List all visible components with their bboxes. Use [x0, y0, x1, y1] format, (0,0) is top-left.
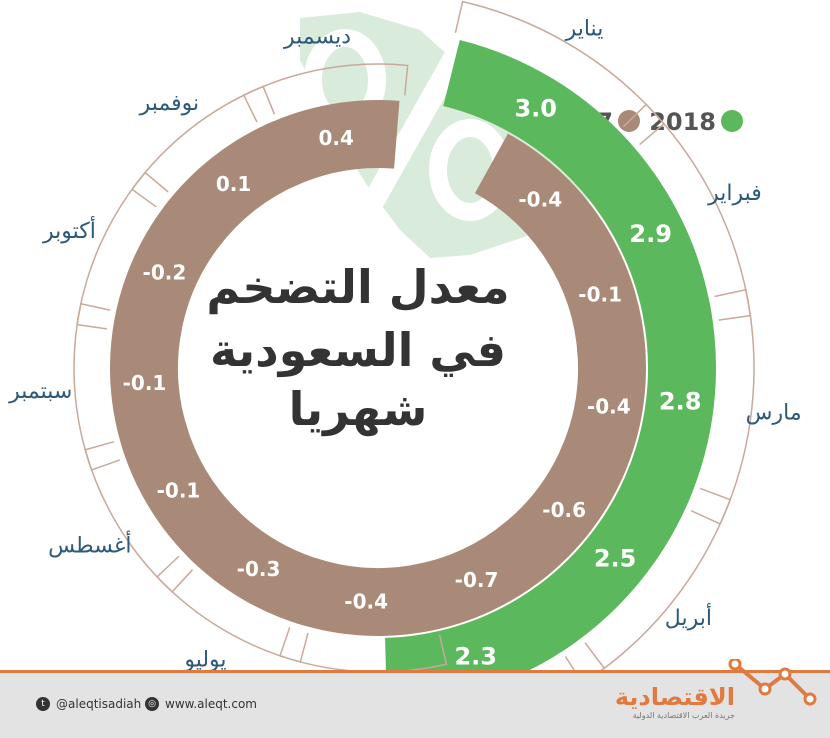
month-label-2018-3: أبريل [665, 603, 712, 631]
month-label-2017-8: سبتمبر [8, 379, 72, 404]
bar-segment-2018-3 [528, 466, 693, 649]
value-label-2018-3: 2.5 [594, 545, 637, 573]
brand-chart-icon [728, 659, 817, 706]
bar-segment-2017-6 [186, 507, 324, 626]
brand-tagline: جريدة العرب الاقتصادية الدولية [632, 711, 735, 720]
value-label-2017-8: -0.1 [123, 371, 167, 395]
value-label-2017-3: -0.6 [542, 498, 586, 522]
bar-segment-2017-0 [474, 133, 608, 265]
bar-segment-2018-1 [573, 135, 712, 326]
month-label-2017-11: ديسمبر [283, 24, 351, 49]
ring-segments [109, 40, 716, 670]
bar-segment-2017-9 [113, 199, 223, 337]
bar-segment-2017-11 [263, 100, 400, 188]
website-link[interactable]: ◎ www.aleqt.com [145, 697, 257, 711]
value-labels: 3.0 2.9 2.8 2.5 2.3 -0.4 -0.1 -0.4 -0.6 -0.7 -0.4 -… [123, 95, 702, 670]
brand-logo: الاقتصادية جريدة العرب الاقتصادية الدولي… [615, 683, 735, 720]
twitter-handle[interactable]: t @aleqtisadiah [36, 697, 141, 711]
brand-name: الاقتصادية [614, 683, 735, 711]
chart-title-line-2: في السعودية [210, 323, 506, 377]
month-label-2017-7: أغسطس [48, 531, 131, 559]
value-label-2017-5: -0.4 [344, 590, 388, 614]
month-label-2017-10: نوفمبر [139, 91, 200, 116]
bar-segment-2017-8 [109, 315, 189, 454]
month-label-2017-9: أكتوبر [42, 216, 96, 244]
value-label-2017-4: -0.7 [455, 568, 499, 592]
twitter-text: @aleqtisadiah [56, 697, 142, 711]
bar-segment-2017-3 [500, 444, 626, 580]
bar-segment-2017-5 [296, 558, 434, 636]
footer: t @aleqtisadiah ◎ www.aleqt.com الاقتصاد… [0, 659, 830, 738]
value-label-2017-9: -0.2 [143, 260, 187, 284]
chart-title-line-3: شهريا [289, 382, 428, 436]
bar-segment-2017-2 [560, 342, 646, 479]
month-label-2017-6: يوليو [183, 648, 226, 670]
bar-segment-2017-4 [412, 521, 550, 632]
bar-segment-2018-0 [443, 40, 632, 190]
month-label-2018-2: مارس [746, 400, 802, 425]
value-label-2018-0: 3.0 [514, 95, 557, 123]
value-label-2017-10: 0.1 [216, 172, 251, 196]
chart-title-line-1: معدل التضخم [206, 260, 509, 314]
value-label-2018-1: 2.9 [629, 220, 672, 248]
value-label-2017-6: -0.3 [237, 557, 281, 581]
month-label-2018-1: فبراير [707, 181, 762, 206]
month-bracket-2018-3 [564, 487, 732, 670]
value-label-2017-11: 0.4 [318, 126, 353, 150]
twitter-icon: t [36, 697, 50, 711]
value-label-2017-0: -0.4 [518, 187, 562, 211]
value-label-2018-2: 2.8 [659, 387, 702, 415]
value-label-2018-4: 2.3 [454, 642, 497, 670]
website-text: www.aleqt.com [165, 697, 257, 711]
bar-segment-2017-7 [121, 425, 241, 563]
value-label-2017-7: -0.1 [157, 478, 201, 502]
month-labels: ينايرفبرايرمارسأبريلمايويونيويوليوأغسطسس… [8, 0, 802, 670]
bar-segment-2018-4 [385, 586, 577, 670]
value-label-2017-1: -0.1 [578, 283, 622, 307]
globe-icon: ◎ [145, 697, 159, 711]
legend-swatch-2018 [721, 110, 743, 132]
bar-segment-2018-2 [625, 303, 716, 503]
month-bracket-2017-11 [242, 63, 409, 123]
radial-inflation-chart: معدل التضخم في السعودية شهريا 2018 2017 … [8, 0, 802, 670]
bar-segment-2017-1 [545, 221, 646, 357]
month-label-2018-0: يناير [565, 17, 604, 42]
value-label-2017-2: -0.4 [587, 395, 631, 419]
bar-segment-2017-10 [163, 121, 300, 248]
legend-label-2018: 2018 [649, 108, 716, 136]
